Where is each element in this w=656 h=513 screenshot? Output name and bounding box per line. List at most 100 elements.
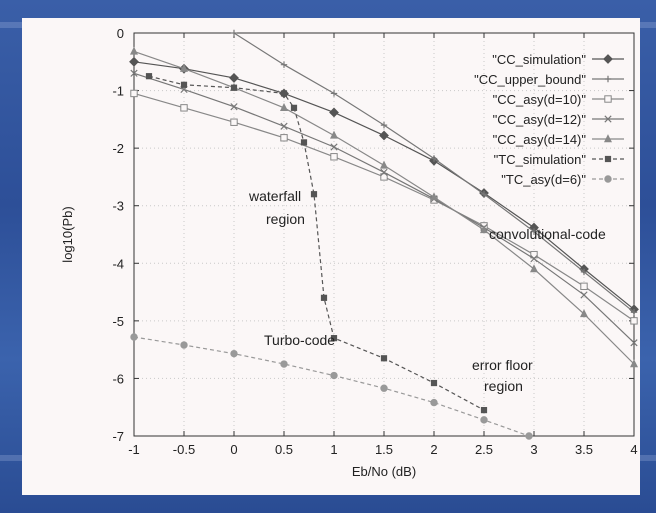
data-point [280,122,288,130]
data-point [604,95,612,103]
data-point [330,143,338,151]
data-point [290,104,298,111]
legend-entry: "CC_upper_bound" [474,72,624,87]
data-point [229,72,239,83]
annotation-label: error floor [472,357,533,373]
x-tick-label: 0.5 [275,442,293,457]
data-point [430,379,438,387]
y-axis-label: log10(Pb) [60,206,75,262]
data-point [604,155,612,163]
y-tick-label: 0 [117,26,124,41]
annotation-label: convolutional-code [489,226,606,242]
legend-label: "TC_asy(d=6)" [501,172,586,187]
data-point [300,139,308,146]
data-point [380,168,388,176]
legend-entry: "CC_asy(d=10)" [493,92,624,107]
data-point [430,155,438,162]
data-point [604,175,612,183]
data-point [604,115,612,123]
data-point [525,432,533,440]
data-point [380,355,388,362]
data-point [580,291,588,299]
data-point [145,73,153,80]
data-point [380,384,388,392]
data-point [279,103,289,112]
data-point [480,191,488,198]
y-tick-label: -2 [112,141,124,156]
series-6 [145,73,488,414]
data-point [630,339,638,347]
x-tick-label: -0.5 [173,442,195,457]
data-point [380,121,388,129]
data-point [579,309,589,318]
y-tick-label: -1 [112,84,124,99]
data-point [379,130,389,141]
data-point [180,81,188,88]
y-tick-label: -4 [112,256,124,271]
legend-label: "TC_simulation" [494,152,587,167]
data-point [329,107,339,118]
data-point [604,75,612,83]
data-point [479,225,489,234]
y-tick-label: -3 [112,199,124,214]
data-point [130,89,138,98]
data-point [180,341,188,349]
legend-entry: "CC_asy(d=14)" [493,132,624,147]
data-point [529,264,539,273]
x-tick-label: 2 [430,442,437,457]
data-point [330,335,338,342]
data-point [280,90,288,97]
annotation-label: region [266,211,305,227]
data-point [280,134,288,142]
series-line [148,75,485,411]
annotation-label: region [484,378,523,394]
y-tick-label: -6 [112,371,124,386]
data-point [480,416,488,424]
data-point [580,268,588,276]
legend-label: "CC_asy(d=10)" [493,92,587,107]
data-point [320,294,328,301]
data-point [330,153,338,161]
legend-label: "CC_asy(d=12)" [493,112,587,127]
legend-entry: "CC_simulation" [492,52,624,67]
data-point [603,134,613,143]
data-point [230,349,238,358]
data-point [130,333,138,341]
data-point [180,104,188,112]
data-point [379,160,389,169]
data-point [629,359,639,368]
data-point [530,255,538,263]
y-tick-label: -5 [112,314,124,329]
data-point [280,61,288,68]
data-point [230,118,238,126]
data-point [430,398,438,407]
legend-entry: "TC_asy(d=6)" [501,172,624,187]
data-point [480,406,488,414]
data-point [130,69,138,77]
x-tick-label: 4 [630,442,637,457]
series-line [133,336,530,437]
data-point [330,90,338,97]
data-point [580,282,588,291]
data-point [310,191,318,198]
data-point [179,63,189,72]
data-point [230,29,238,37]
legend-entry: "TC_simulation" [494,152,624,167]
data-point [630,309,638,316]
data-point [330,371,338,380]
data-point [230,84,238,91]
x-axis-label: Eb/No (dB) [352,464,416,479]
legend-entry: "CC_asy(d=12)" [493,112,624,127]
data-point [129,56,139,67]
data-point [129,46,139,55]
data-point [329,130,339,139]
legend-label: "CC_upper_bound" [474,72,586,87]
x-tick-label: 1.5 [375,442,393,457]
data-point [530,228,538,235]
data-point [380,173,388,181]
series-7 [130,333,533,440]
x-tick-label: 3 [530,442,537,457]
x-tick-label: 0 [230,442,237,457]
legend-label: "CC_asy(d=14)" [493,132,587,147]
x-tick-label: 1 [330,442,337,457]
